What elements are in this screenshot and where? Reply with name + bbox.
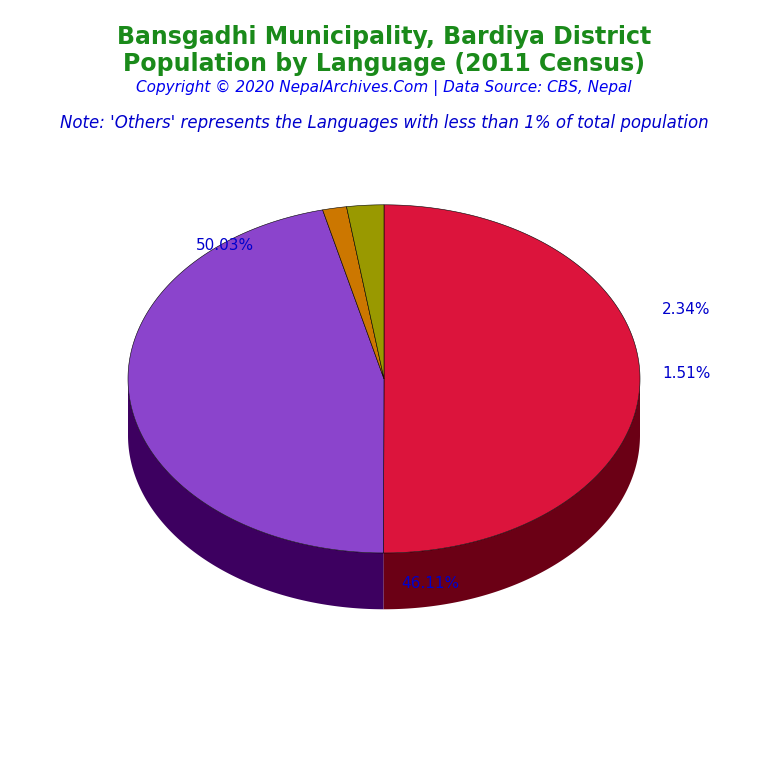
Text: 46.11%: 46.11% (401, 576, 459, 591)
Text: Bansgadhi Municipality, Bardiya District: Bansgadhi Municipality, Bardiya District (117, 25, 651, 48)
Text: 2.34%: 2.34% (662, 303, 710, 317)
Text: Note: 'Others' represents the Languages with less than 1% of total population: Note: 'Others' represents the Languages … (60, 114, 708, 131)
Text: 50.03%: 50.03% (196, 238, 254, 253)
Polygon shape (346, 205, 384, 379)
Text: 1.51%: 1.51% (662, 366, 710, 381)
Polygon shape (383, 205, 640, 553)
Text: Population by Language (2011 Census): Population by Language (2011 Census) (123, 52, 645, 76)
Polygon shape (323, 207, 384, 379)
Polygon shape (128, 380, 383, 609)
Polygon shape (128, 210, 384, 553)
Polygon shape (383, 380, 640, 609)
Text: Copyright © 2020 NepalArchives.Com | Data Source: CBS, Nepal: Copyright © 2020 NepalArchives.Com | Dat… (136, 80, 632, 96)
